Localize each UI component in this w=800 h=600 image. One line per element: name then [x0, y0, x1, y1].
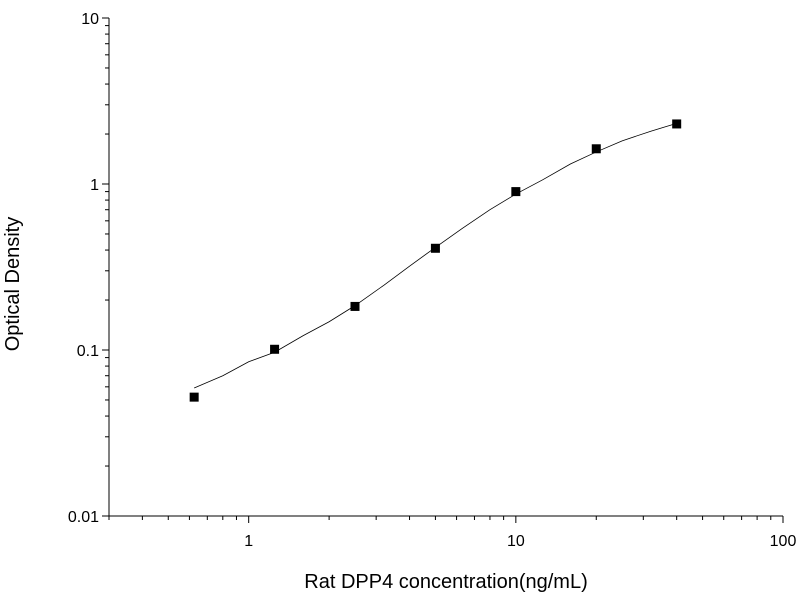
plot-area: 0.01 0.1 1 10 1 10 100: [68, 11, 797, 550]
data-point: [511, 187, 521, 197]
x-tick-label: 1: [244, 533, 253, 550]
data-points: [189, 119, 682, 402]
y-axis-title: Optical Density: [2, 217, 24, 352]
x-axis-ticks: 1 10 100: [108, 516, 797, 550]
y-tick-label: 1: [90, 177, 99, 194]
y-tick-label: 10: [81, 11, 99, 28]
x-tick-label: 10: [507, 533, 525, 550]
data-point: [270, 344, 280, 354]
data-point: [430, 243, 440, 253]
y-tick-label: 0.01: [68, 509, 99, 526]
data-point: [189, 392, 199, 402]
data-point: [591, 144, 601, 154]
x-axis-title: Rat DPP4 concentration(ng/mL): [304, 571, 587, 593]
y-tick-label: 0.1: [77, 343, 99, 360]
data-point: [672, 119, 682, 129]
data-point: [350, 301, 360, 311]
y-axis-ticks: 0.01 0.1 1 10: [68, 11, 109, 526]
x-tick-label: 100: [770, 533, 797, 550]
